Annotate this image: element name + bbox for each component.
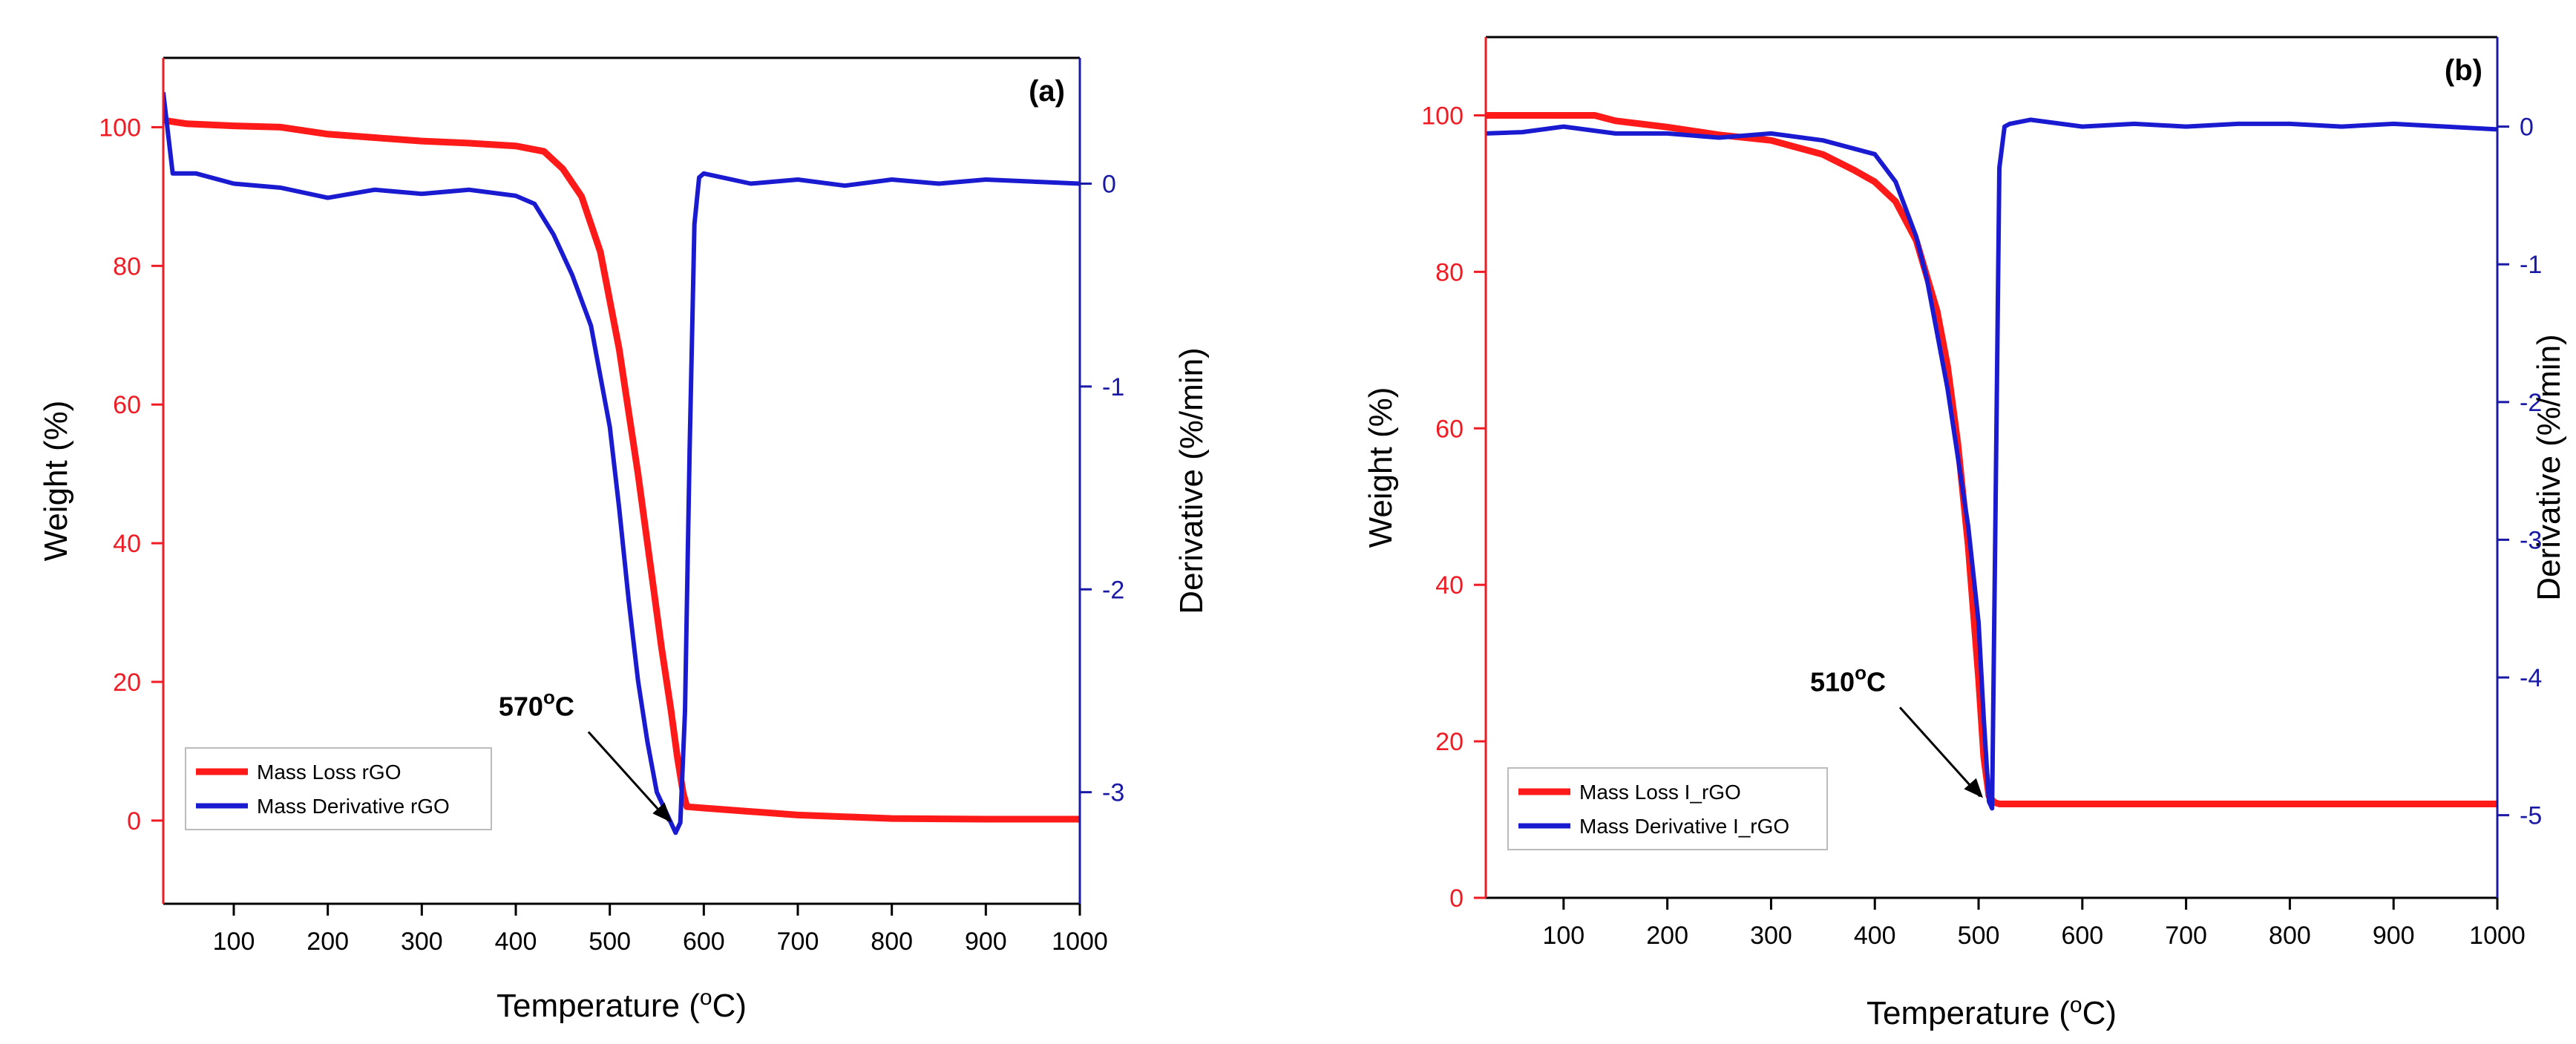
y-tick-label-right: -2 — [1102, 576, 1124, 604]
y-tick-label-right: -4 — [2520, 664, 2542, 692]
x-tick-label: 100 — [213, 928, 255, 956]
x-tick-label: 700 — [777, 928, 819, 956]
chart-panel-a: 100 200 300 400 500 600 700 800 900 1000020406080… — [38, 56, 1210, 1024]
x-tick-label: 900 — [965, 928, 1007, 956]
mass-loss-line — [1486, 112, 2497, 807]
y-tick-label-right: -2 — [2520, 389, 2542, 417]
annotation-arrow-line — [1898, 706, 1982, 798]
mass-derivative-line — [163, 92, 1080, 835]
y-tick-label-right: 0 — [1102, 170, 1116, 198]
y-tick-label-left: 100 — [1421, 102, 1464, 130]
legend-label: Mass Loss I_rGO — [1579, 781, 1741, 804]
y-tick-label-left: 20 — [113, 669, 141, 697]
y-tick-label-left: 40 — [113, 530, 141, 558]
chart-panel-b: 100 200 300 400 500 600 700 800 900 1000020406080… — [1363, 36, 2567, 1031]
y-tick-label-right: -1 — [2520, 251, 2542, 279]
annotation-arrow-head — [652, 802, 672, 823]
x-axis-title: Temperature (oC) — [496, 985, 747, 1024]
annotation-label: 510oC — [1810, 661, 1886, 697]
x-axis-title: Temperature (oC) — [1867, 993, 2117, 1031]
y-axis-title-left: Weight (%) — [38, 401, 74, 562]
legend-box — [185, 747, 492, 830]
x-tick-label: 200 — [307, 928, 349, 956]
mass-derivative-line — [1486, 117, 2497, 811]
x-tick-label: 1000 — [2469, 922, 2526, 950]
x-tick-label: 200 — [1646, 922, 1688, 950]
y-tick-label-left: 0 — [127, 807, 141, 835]
y-tick-label-left: 0 — [1449, 884, 1464, 913]
x-tick-label: 1000 — [1052, 928, 1108, 956]
annotation-arrow-line — [587, 731, 669, 822]
x-tick-label: 500 — [589, 928, 631, 956]
y-tick-label-right: -3 — [2520, 526, 2542, 554]
y-axis-title-left: Weight (%) — [1363, 387, 1399, 548]
y-tick-label-right: -3 — [1102, 779, 1124, 807]
legend-label: Mass Derivative I_rGO — [1579, 815, 1789, 838]
y-tick-label-right: 0 — [2520, 114, 2534, 142]
annotation-arrow-head — [1964, 778, 1984, 798]
x-tick-label: 100 — [1542, 922, 1584, 950]
x-tick-label: 800 — [2269, 922, 2311, 950]
y-tick-label-left: 80 — [1435, 258, 1464, 286]
x-tick-label: 300 — [401, 928, 443, 956]
legend-box — [1507, 767, 1828, 850]
legend-label: Mass Derivative rGO — [257, 795, 450, 818]
x-tick-label: 400 — [1854, 922, 1896, 950]
x-tick-label: 800 — [871, 928, 913, 956]
y-tick-label-right: -1 — [1102, 373, 1124, 401]
y-tick-label-left: 80 — [113, 252, 141, 280]
y-axis-title-right: Derivative (%/min) — [1173, 347, 1210, 614]
x-tick-label: 400 — [495, 928, 537, 956]
y-tick-label-left: 100 — [99, 114, 141, 142]
legend-label: Mass Loss rGO — [257, 761, 401, 784]
y-tick-label-left: 60 — [1435, 415, 1464, 443]
mass-loss-line — [163, 116, 1080, 823]
x-tick-label: 500 — [1958, 922, 2000, 950]
y-tick-label-left: 40 — [1435, 571, 1464, 600]
panel-label: (b) — [2445, 54, 2482, 87]
panel-label: (a) — [1029, 75, 1065, 108]
y-axis-title-right: Derivative (%/min) — [2531, 334, 2567, 600]
x-tick-label: 300 — [1750, 922, 1792, 950]
y-tick-label-left: 60 — [113, 391, 141, 419]
y-tick-label-right: -5 — [2520, 802, 2542, 830]
annotation-label: 570oC — [499, 686, 574, 721]
x-tick-label: 600 — [2061, 922, 2103, 950]
x-tick-label: 600 — [683, 928, 725, 956]
y-tick-label-left: 20 — [1435, 728, 1464, 756]
x-tick-label: 900 — [2373, 922, 2415, 950]
x-tick-label: 700 — [2165, 922, 2207, 950]
